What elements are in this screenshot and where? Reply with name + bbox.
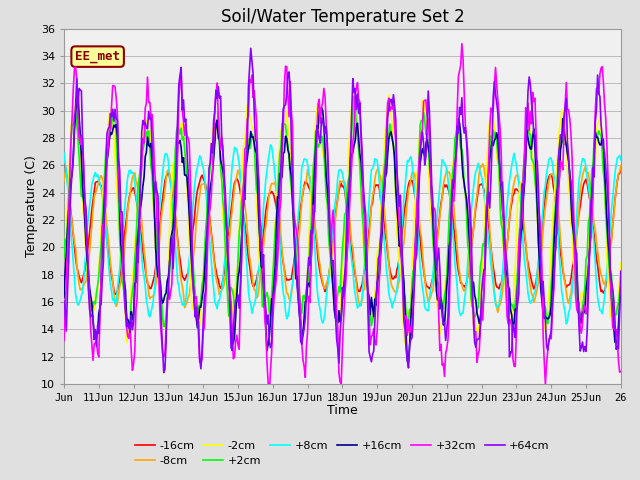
+8cm xyxy=(563,321,570,327)
-2cm xyxy=(473,336,481,341)
+64cm xyxy=(160,370,168,375)
-2cm xyxy=(594,120,602,126)
+32cm xyxy=(594,85,602,91)
-16cm xyxy=(466,254,474,260)
Line: +32cm: +32cm xyxy=(64,44,621,396)
-8cm xyxy=(479,161,486,167)
-16cm xyxy=(113,291,120,297)
+8cm xyxy=(60,150,68,156)
+8cm xyxy=(617,157,625,163)
+32cm xyxy=(343,253,351,259)
+2cm xyxy=(466,273,474,278)
+16cm xyxy=(594,134,602,140)
-8cm xyxy=(617,163,625,168)
-16cm xyxy=(60,162,68,168)
+8cm xyxy=(314,295,322,300)
+32cm xyxy=(266,393,273,398)
+64cm xyxy=(344,190,352,196)
Y-axis label: Temperature (C): Temperature (C) xyxy=(25,156,38,257)
+8cm xyxy=(472,168,479,174)
+64cm xyxy=(316,136,323,142)
+16cm xyxy=(466,248,474,253)
+16cm xyxy=(314,126,322,132)
Line: -16cm: -16cm xyxy=(64,165,621,294)
Text: EE_met: EE_met xyxy=(75,50,120,63)
-2cm xyxy=(466,275,474,280)
+16cm xyxy=(473,310,481,316)
-8cm xyxy=(313,236,321,242)
-16cm xyxy=(617,168,625,174)
+32cm xyxy=(466,225,474,231)
-8cm xyxy=(342,185,349,191)
Line: +8cm: +8cm xyxy=(64,145,621,324)
-2cm xyxy=(60,251,68,257)
+64cm xyxy=(60,298,68,304)
+2cm xyxy=(473,306,481,312)
Line: +16cm: +16cm xyxy=(64,91,621,361)
+32cm xyxy=(473,360,481,365)
+2cm xyxy=(617,283,625,288)
+2cm xyxy=(350,93,358,99)
+8cm xyxy=(453,286,461,291)
-8cm xyxy=(464,274,472,280)
Line: -2cm: -2cm xyxy=(64,89,621,346)
+16cm xyxy=(617,293,625,299)
+16cm xyxy=(404,359,412,364)
Line: -8cm: -8cm xyxy=(64,164,621,312)
+16cm xyxy=(60,295,68,300)
-8cm xyxy=(594,249,602,254)
+8cm xyxy=(267,142,275,148)
+8cm xyxy=(343,206,351,212)
+32cm xyxy=(314,101,322,107)
+2cm xyxy=(60,255,68,261)
+2cm xyxy=(594,132,602,137)
+64cm xyxy=(594,72,602,78)
-2cm xyxy=(454,126,462,132)
Line: +2cm: +2cm xyxy=(64,96,621,327)
-8cm xyxy=(452,231,460,237)
X-axis label: Time: Time xyxy=(327,405,358,418)
+16cm xyxy=(454,116,462,122)
+32cm xyxy=(60,337,68,343)
+64cm xyxy=(473,336,481,342)
+2cm xyxy=(343,188,351,194)
-2cm xyxy=(314,99,322,105)
+32cm xyxy=(458,41,466,47)
+64cm xyxy=(454,130,462,136)
-8cm xyxy=(471,212,479,218)
+2cm xyxy=(454,125,462,131)
-16cm xyxy=(473,197,481,203)
+64cm xyxy=(466,205,474,211)
Title: Soil/Water Temperature Set 2: Soil/Water Temperature Set 2 xyxy=(221,8,464,26)
+32cm xyxy=(453,106,461,111)
-16cm xyxy=(594,263,602,268)
-2cm xyxy=(617,260,625,266)
-8cm xyxy=(60,178,68,184)
-16cm xyxy=(454,268,462,274)
-2cm xyxy=(403,343,410,349)
-16cm xyxy=(344,214,352,220)
Legend: -16cm, -8cm, -2cm, +2cm, +8cm, +16cm, +32cm, +64cm: -16cm, -8cm, -2cm, +2cm, +8cm, +16cm, +3… xyxy=(131,436,554,471)
+32cm xyxy=(617,369,625,374)
-8cm xyxy=(494,309,502,315)
+8cm xyxy=(594,294,602,300)
-16cm xyxy=(61,162,69,168)
+2cm xyxy=(124,324,132,330)
-2cm xyxy=(343,199,351,205)
+64cm xyxy=(247,46,255,51)
-16cm xyxy=(316,264,323,270)
+8cm xyxy=(465,246,473,252)
+16cm xyxy=(74,88,82,94)
Line: +64cm: +64cm xyxy=(64,48,621,372)
+64cm xyxy=(617,268,625,274)
+2cm xyxy=(314,144,322,150)
+16cm xyxy=(343,248,351,254)
-2cm xyxy=(73,86,81,92)
